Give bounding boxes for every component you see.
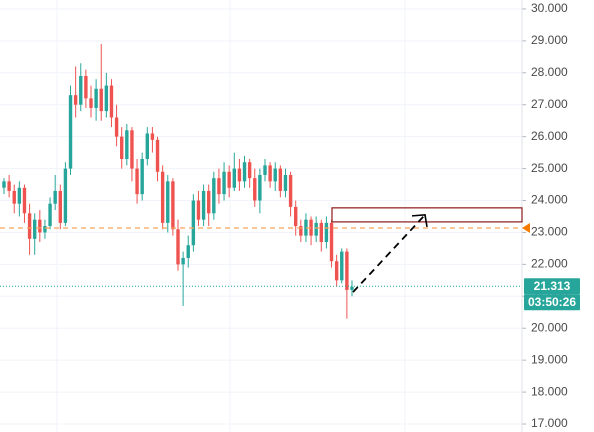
candle-body	[186, 245, 190, 258]
candle-body	[7, 181, 11, 191]
candle-body	[84, 75, 88, 99]
candle-body	[114, 117, 119, 137]
candle-body	[12, 190, 16, 204]
candle-body	[201, 190, 206, 220]
y-tick-label: 25.000	[531, 161, 568, 175]
y-tick-label: 19.000	[531, 352, 568, 366]
candle-body	[299, 226, 303, 236]
candle-body	[314, 222, 318, 236]
candle-body	[319, 222, 323, 243]
y-tick-label: 17.000	[531, 416, 568, 430]
candle-body	[304, 219, 308, 236]
last-price-label: 21.313	[534, 279, 571, 293]
arrow-head	[411, 214, 428, 228]
candle-body	[33, 219, 37, 239]
level-marker	[522, 222, 530, 233]
candle-body	[68, 95, 73, 169]
candle-body	[171, 181, 175, 230]
candle-body	[294, 206, 298, 227]
countdown-box	[524, 294, 580, 311]
candle-body	[324, 222, 329, 243]
candle-body	[329, 222, 334, 262]
candle-body	[247, 162, 252, 179]
candle-body	[43, 226, 47, 233]
candle-body	[73, 95, 78, 105]
y-tick-label: 20.000	[531, 320, 568, 334]
candle-body	[53, 190, 57, 204]
candle-body	[217, 178, 221, 195]
candle-body	[145, 133, 149, 160]
candle-body	[350, 286, 354, 290]
y-tick-label: 29.000	[531, 33, 568, 47]
candle-body	[263, 165, 267, 175]
candle-body	[79, 75, 83, 105]
candle-body	[160, 171, 165, 223]
candle-body	[176, 229, 180, 265]
candle-body	[155, 139, 160, 172]
candle-body	[150, 133, 155, 140]
candle-body	[181, 257, 185, 265]
countdown-label: 03:50:26	[528, 295, 576, 309]
candle-body	[140, 159, 144, 195]
y-tick-label: 18.000	[531, 384, 568, 398]
candle-body	[166, 181, 170, 223]
candle-body	[340, 251, 344, 281]
y-tick-label: 28.000	[531, 65, 568, 79]
candle-body	[283, 174, 288, 191]
candle-body	[130, 130, 134, 169]
candle-body	[22, 187, 27, 214]
candle-body	[207, 190, 211, 214]
candle-body	[237, 168, 242, 182]
candle-body	[58, 190, 62, 223]
candle-body	[135, 168, 139, 195]
candle-body	[120, 136, 124, 160]
candle-body	[345, 251, 349, 290]
zone	[331, 207, 523, 223]
candle-body	[258, 174, 262, 201]
candle-body	[125, 130, 129, 160]
candle-body	[273, 168, 277, 182]
y-tick-label: 27.000	[531, 97, 568, 111]
candle-body	[242, 162, 247, 182]
y-tick-label: 24.000	[531, 193, 568, 207]
candle-body	[27, 213, 32, 239]
candle-body	[288, 174, 293, 207]
candle-body	[109, 85, 114, 118]
y-tick-label: 26.000	[531, 129, 568, 143]
candle-body	[227, 171, 231, 188]
candle-body	[89, 98, 93, 108]
candle-body	[268, 165, 272, 182]
last-price-box	[524, 278, 580, 295]
candle-body	[196, 200, 201, 220]
candle-body	[253, 178, 257, 201]
candle-body	[38, 219, 42, 233]
candle-body	[334, 261, 339, 281]
candle-body	[17, 187, 22, 204]
candle-body	[48, 203, 52, 227]
y-tick-label: 22.000	[531, 257, 568, 271]
y-tick-label: 23.000	[531, 225, 568, 239]
candle-body	[104, 85, 109, 112]
candle-body	[191, 200, 196, 246]
candle-body	[309, 219, 313, 236]
candle-body	[222, 171, 226, 195]
candle-body	[63, 168, 68, 223]
candle-body	[94, 88, 98, 108]
candle-body	[278, 168, 283, 191]
candle-body	[2, 181, 6, 188]
candle-body	[99, 88, 103, 112]
candle-body	[212, 178, 216, 214]
projection-arrow	[352, 214, 426, 293]
candle-body	[232, 168, 236, 188]
y-tick-label: 30.000	[531, 1, 568, 15]
